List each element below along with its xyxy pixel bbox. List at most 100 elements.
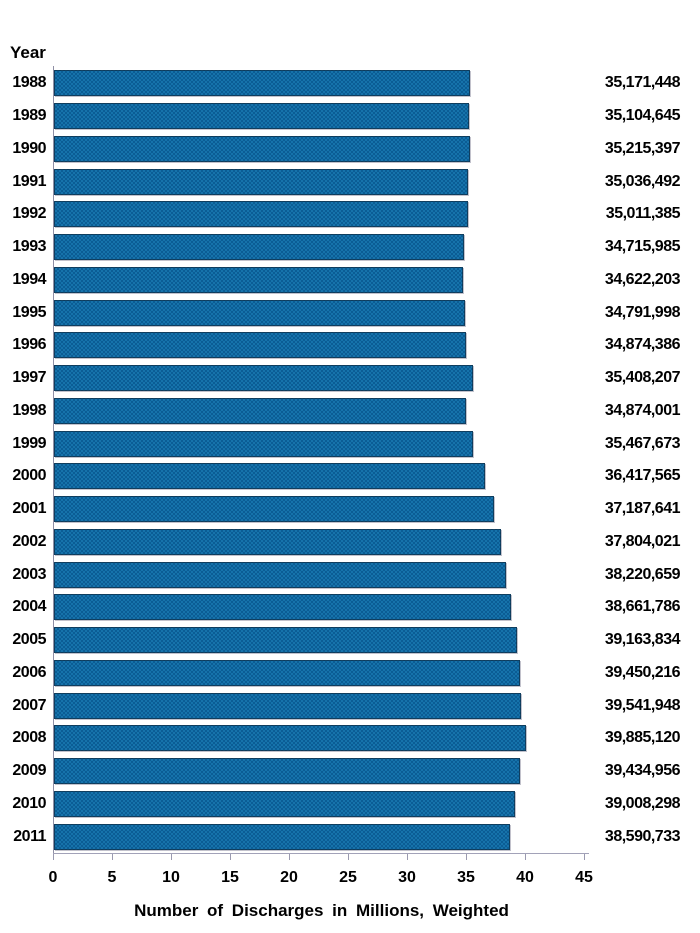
bar [54, 168, 469, 195]
bar [54, 528, 501, 555]
year-label: 2004 [12, 598, 46, 616]
chart-row: 2011 38,590,733 [0, 820, 700, 853]
bar-area [54, 820, 586, 853]
x-axis-tick [348, 854, 349, 860]
x-axis-tick-label: 5 [107, 869, 117, 886]
year-label: 2006 [12, 663, 46, 681]
bar-area [54, 624, 586, 657]
bar-area [54, 558, 586, 591]
value-label: 38,590,733 [604, 827, 681, 845]
chart-row: 1997 35,408,207 [0, 362, 700, 395]
bar-area [54, 165, 586, 198]
bar [54, 70, 470, 97]
x-axis-ticks: 0 5 10 15 20 25 30 35 40 45 [49, 853, 593, 893]
x-axis-tick [289, 854, 290, 860]
bar [54, 758, 521, 785]
chart-row: 1990 35,215,397 [0, 133, 700, 166]
chart-row: 2007 39,541,948 [0, 689, 700, 722]
year-label: 1993 [12, 238, 46, 256]
chart-row: 2001 37,187,641 [0, 493, 700, 526]
bar-area [54, 231, 586, 264]
bar-area [54, 689, 586, 722]
chart-row: 1988 35,171,448 [0, 67, 700, 100]
x-axis-tick-label: 15 [221, 869, 239, 886]
bar-area [54, 100, 586, 133]
bar-area [54, 526, 586, 559]
value-label: 39,008,298 [604, 794, 681, 812]
year-label: 1995 [12, 303, 46, 321]
value-label: 36,417,565 [604, 467, 681, 485]
chart-row: 1996 34,874,386 [0, 329, 700, 362]
bar [54, 103, 469, 130]
bar [54, 659, 521, 686]
year-label: 1996 [12, 336, 46, 354]
year-label: 1999 [12, 434, 46, 452]
bar [54, 496, 494, 523]
chart-row: 1992 35,011,385 [0, 198, 700, 231]
chart-row: 1998 34,874,001 [0, 395, 700, 428]
x-axis-line [53, 853, 589, 854]
value-label: 34,622,203 [604, 270, 681, 288]
value-label: 34,715,985 [604, 238, 681, 256]
x-axis-tick-label: 20 [280, 869, 298, 886]
year-label: 2007 [12, 696, 46, 714]
value-label: 35,011,385 [605, 205, 681, 223]
chart-row: 1999 35,467,673 [0, 427, 700, 460]
value-label: 37,187,641 [604, 500, 681, 518]
x-axis-tick [407, 854, 408, 860]
year-label: 2003 [12, 565, 46, 583]
x-axis-tick-label: 45 [575, 869, 593, 886]
year-label: 1989 [12, 107, 46, 125]
chart-row: 2003 38,220,659 [0, 558, 700, 591]
bar-area [54, 460, 586, 493]
x-axis-tick [584, 854, 585, 860]
bar [54, 299, 466, 326]
bar [54, 332, 467, 359]
chart-row: 2008 39,885,120 [0, 722, 700, 755]
bar [54, 201, 468, 228]
value-label: 34,874,386 [604, 336, 681, 354]
bar-area [54, 198, 586, 231]
bar-area [54, 264, 586, 297]
year-label: 2001 [12, 500, 46, 518]
bar-area [54, 133, 586, 166]
bar-area [54, 788, 586, 821]
chart-row: 2004 38,661,786 [0, 591, 700, 624]
bar-rows: 1988 35,171,448 1989 35,104,645 1990 35,215,3… [0, 67, 700, 853]
bar-area [54, 329, 586, 362]
bar-area [54, 657, 586, 690]
bar-area [54, 755, 586, 788]
chart-row: 2002 37,804,021 [0, 526, 700, 559]
bar-area [54, 493, 586, 526]
year-label: 2008 [12, 729, 46, 747]
value-label: 35,215,397 [604, 139, 681, 157]
value-label: 34,874,001 [604, 401, 681, 419]
x-axis-tick [466, 854, 467, 860]
y-axis-line [53, 66, 54, 854]
chart-row: 2010 39,008,298 [0, 788, 700, 821]
bar [54, 135, 471, 162]
year-label: 2000 [12, 467, 46, 485]
value-label: 39,885,120 [604, 729, 681, 747]
bar [54, 463, 485, 490]
value-label: 34,791,998 [604, 303, 681, 321]
year-label: 1997 [12, 369, 46, 387]
value-label: 35,467,673 [604, 434, 681, 452]
x-axis-tick-label: 25 [339, 869, 357, 886]
chart-row: 2000 36,417,565 [0, 460, 700, 493]
x-axis-tick-label: 40 [516, 869, 534, 886]
value-label: 35,408,207 [604, 369, 681, 387]
bar-area [54, 427, 586, 460]
year-label: 2002 [12, 532, 46, 550]
chart-row: 1993 34,715,985 [0, 231, 700, 264]
value-label: 37,804,021 [604, 532, 681, 550]
x-axis-tick-label: 10 [162, 869, 180, 886]
y-axis-title: Year [10, 43, 46, 62]
chart-row: 1989 35,104,645 [0, 100, 700, 133]
bar [54, 594, 512, 621]
bar [54, 561, 506, 588]
value-label: 39,541,948 [604, 696, 681, 714]
x-axis-tick [112, 854, 113, 860]
bar [54, 823, 511, 850]
x-axis-title: Number of Discharges in Millions, Weight… [134, 901, 509, 920]
